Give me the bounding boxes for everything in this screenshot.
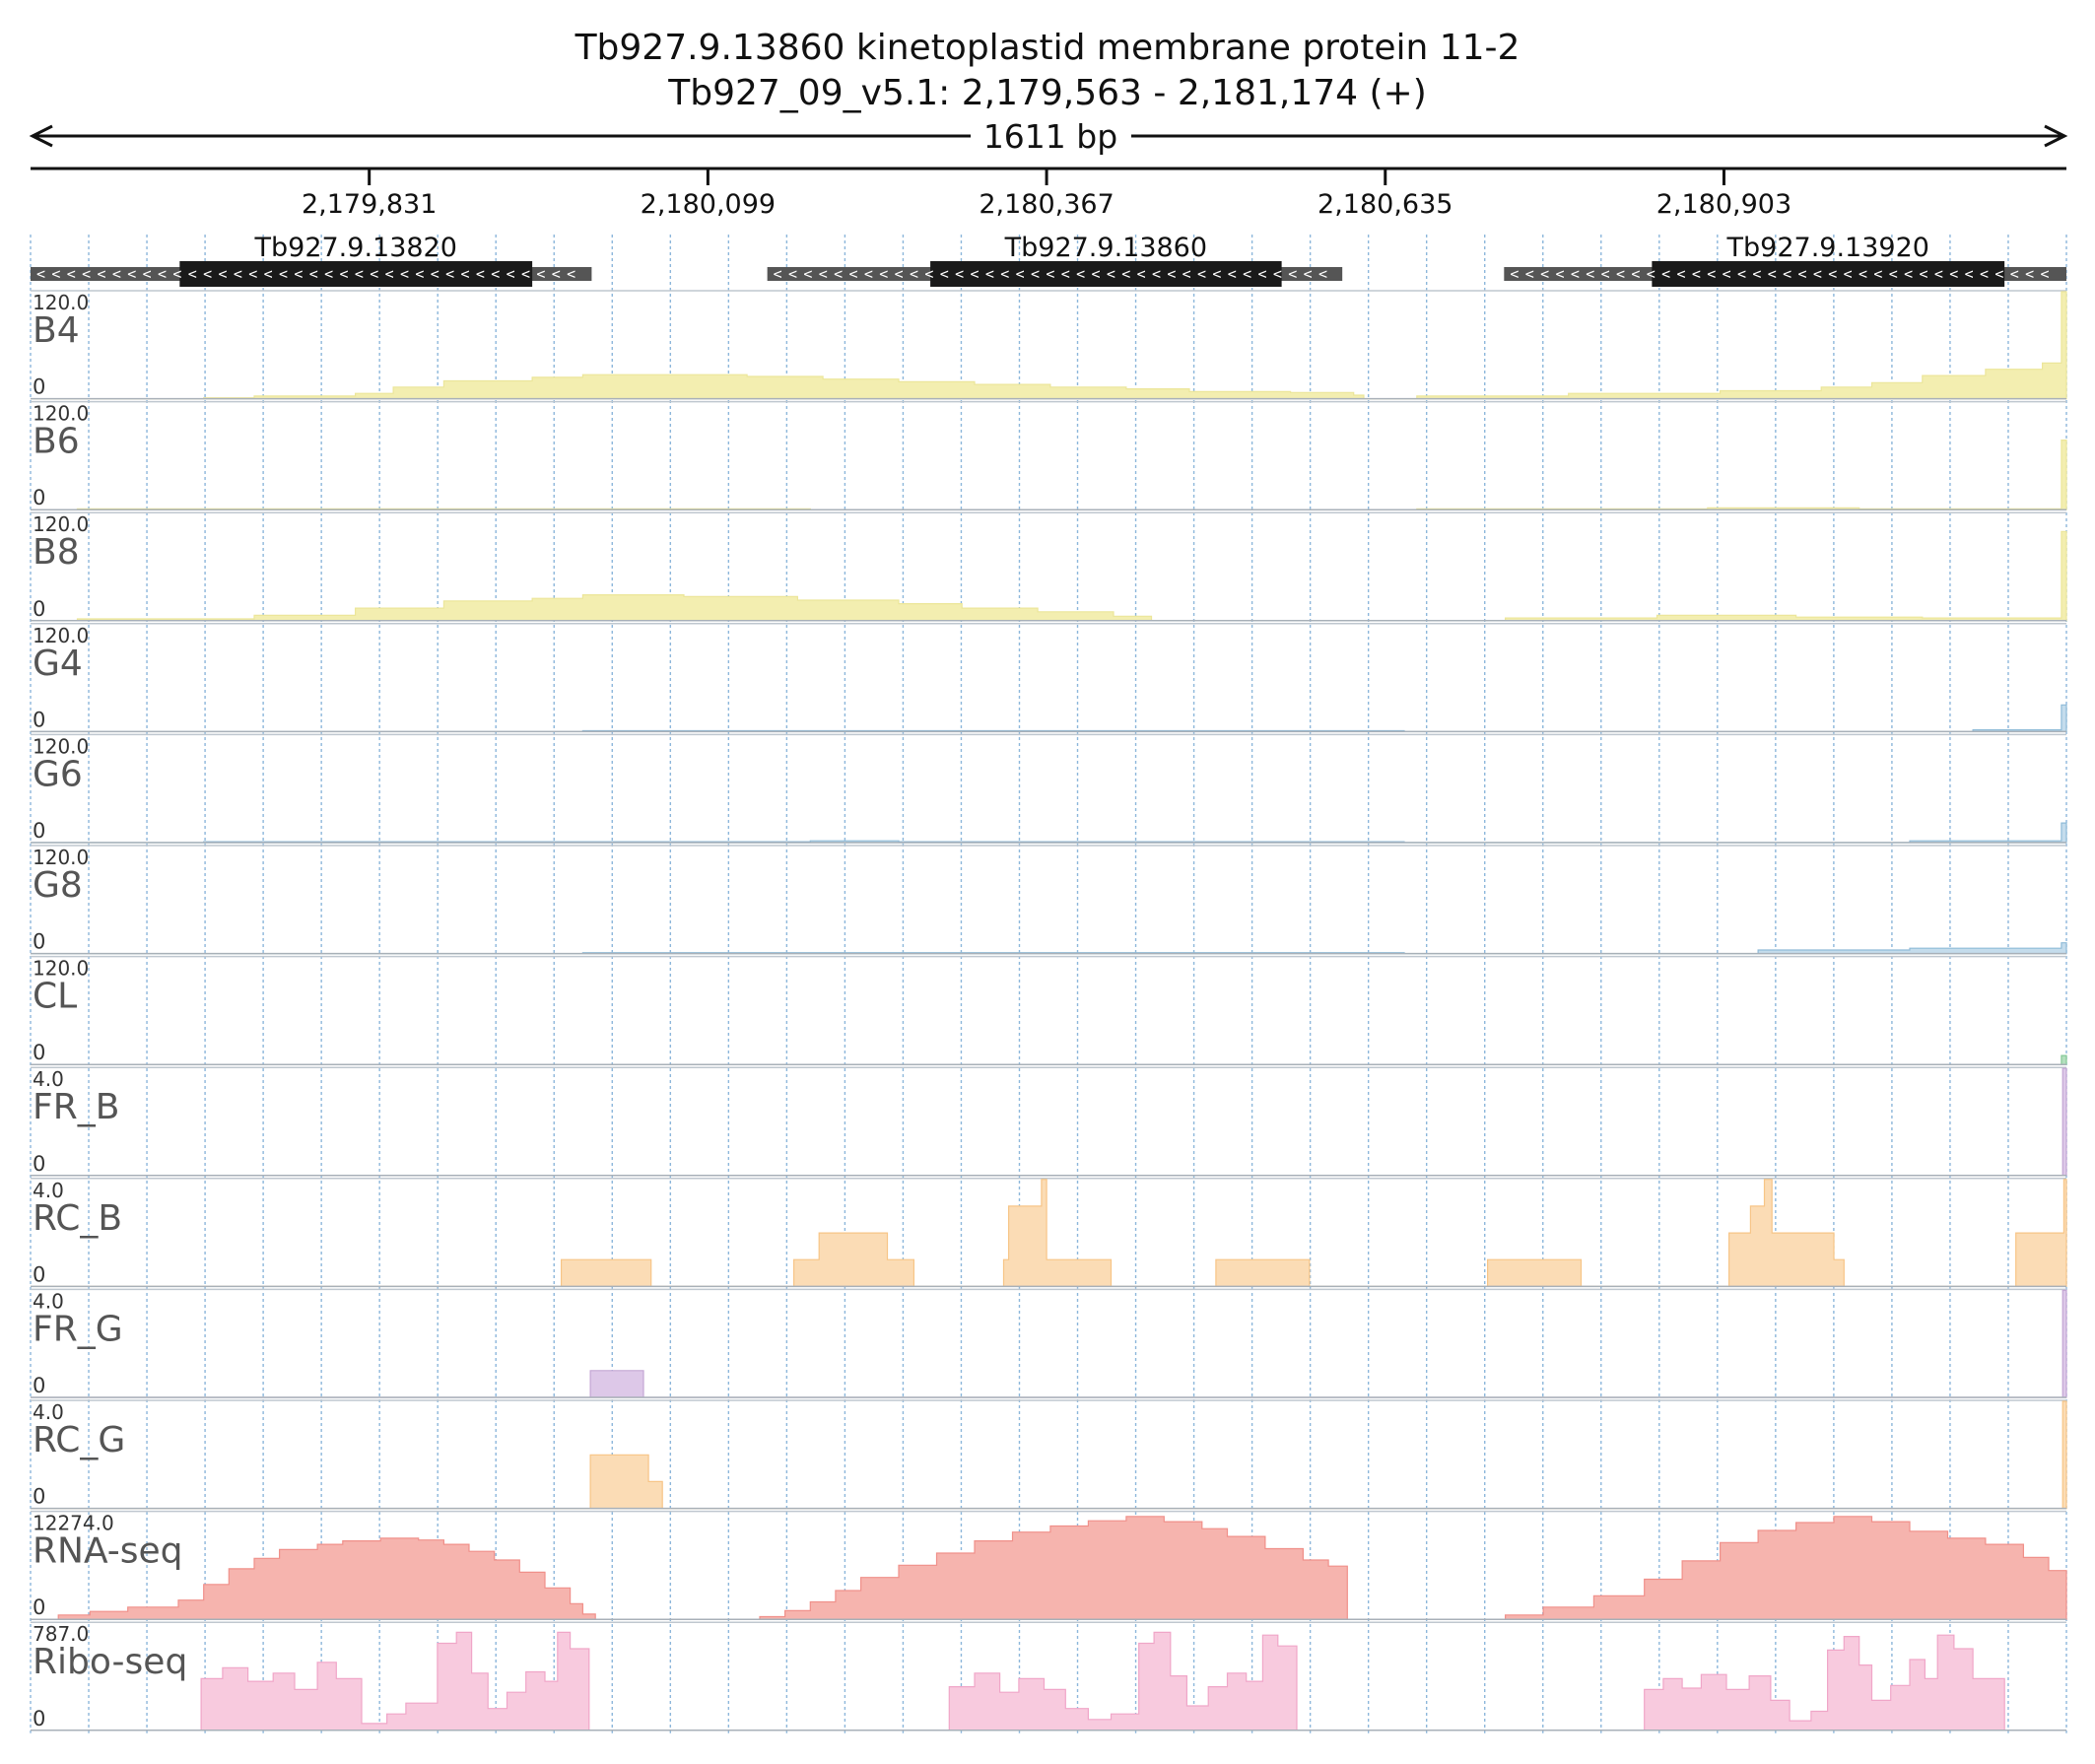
track-name-label: FR_B (33, 1087, 119, 1127)
track-name-label: G4 (33, 644, 83, 684)
track-coverage-area (31, 942, 2067, 955)
track-max-label: 4.0 (33, 1400, 64, 1424)
track-coverage-area (31, 1516, 2067, 1620)
track-max-label: 120.0 (33, 402, 89, 426)
coordinate-axis: 2,179,831 2,180,099 2,180,367 2,180,635 2,18… (31, 167, 2066, 220)
title-gene: Tb927.9.13860 kinetoplastid membrane pro… (574, 28, 1521, 68)
gene-Tb927.9.13820: <<<<<<<<<<<<<<<<<<<<<<<<<<<<<<<<<<<<Tb92… (31, 233, 592, 287)
span-ruler: 1611 bp (29, 117, 2068, 156)
axis-tick-label-2: 2,180,367 (979, 189, 1114, 220)
track-B6: 120.0B6 0 (31, 400, 2067, 510)
track-zero-label: 0 (33, 375, 45, 399)
title-locus: Tb927_09_v5.1: 2,179,563 - 2,181,174 (+) (667, 73, 1427, 113)
track-zero-label: 0 (33, 1595, 45, 1619)
track-name-label: B6 (33, 422, 80, 462)
track-coverage-area (31, 1631, 2066, 1731)
track-max-label: 120.0 (33, 957, 89, 981)
track-max-label: 120.0 (33, 512, 89, 536)
axis-tick-label-3: 2,180,635 (1318, 189, 1453, 220)
track-zero-label: 0 (33, 819, 45, 843)
track-B4: 120.0B4 0 (31, 290, 2067, 400)
track-zero-label: 0 (33, 1707, 45, 1730)
gene-cds-bar (179, 261, 533, 287)
track-name-label: RNA-seq (33, 1531, 183, 1572)
track-G6: 120.0G6 0 (31, 733, 2067, 844)
track-zero-label: 0 (33, 708, 45, 731)
track-max-label: 4.0 (33, 1067, 64, 1091)
span-arrow-right-icon (2044, 124, 2068, 148)
track-coverage-area (31, 530, 2067, 622)
gene-cds-bar (930, 261, 1282, 287)
track-name-label: B4 (33, 310, 80, 351)
track-zero-label: 0 (33, 1374, 45, 1397)
track-max-label: 787.0 (33, 1622, 89, 1646)
track-FR_B: 4.0FR_B 0 (31, 1066, 2067, 1177)
track-zero-label: 0 (33, 1152, 45, 1176)
track-name-label: RC_B (33, 1198, 122, 1239)
gene-track: <<<<<<<<<<<<<<<<<<<<<<<<<<<<<<<<<<<<Tb92… (31, 233, 2066, 287)
track-zero-label: 0 (33, 1041, 45, 1064)
grid-lines (30, 235, 2067, 1733)
track-max-label: 120.0 (33, 624, 89, 647)
track-zero-label: 0 (33, 1262, 45, 1286)
track-max-label: 120.0 (33, 734, 89, 758)
span-arrow-left-icon (29, 124, 53, 148)
track-max-label: 4.0 (33, 1289, 64, 1313)
track-B8: 120.0B8 0 (31, 511, 2067, 622)
track-coverage-area (31, 1179, 2067, 1287)
track-zero-label: 0 (33, 597, 45, 621)
track-name-label: RC_G (33, 1420, 125, 1460)
gene-Tb927.9.13920: <<<<<<<<<<<<<<<<<<<<<<<<<<<<<<<<<<<<Tb92… (1504, 233, 2066, 287)
track-coverage-area (31, 291, 2067, 400)
gene-label: Tb927.9.13860 (1004, 233, 1207, 263)
track-RC_B: 4.0RC_B 0 (31, 1178, 2067, 1288)
track-name-label: CL (33, 977, 77, 1017)
gene-Tb927.9.13860: <<<<<<<<<<<<<<<<<<<<<<<<<<<<<<<<<<<<< Tb9… (767, 233, 1343, 287)
span-length-label: 1611 bp (983, 117, 1117, 156)
track-name-label: B8 (33, 532, 80, 573)
gene-label: Tb927.9.13820 (254, 233, 457, 263)
track-zero-label: 0 (33, 486, 45, 509)
gene-cds-bar (1652, 261, 2005, 287)
axis-tick-label-4: 2,180,903 (1656, 189, 1791, 220)
track-max-label: 4.0 (33, 1179, 64, 1202)
track-name-label: G8 (33, 865, 83, 906)
track-name-label: G6 (33, 754, 83, 794)
coverage-tracks: 120.0B40120.0B60120.0B80120.0G40120.0G60… (31, 290, 2067, 1731)
track-zero-label: 0 (33, 930, 45, 954)
track-coverage-area (31, 440, 2067, 510)
track-name-label: Ribo-seq (33, 1642, 187, 1682)
axis-tick-label-0: 2,179,831 (302, 189, 437, 220)
track-max-label: 120.0 (33, 291, 89, 314)
gene-label: Tb927.9.13920 (1726, 233, 1929, 263)
track-CL: 120.0CL 0 (31, 955, 2067, 1065)
track-G4: 120.0G4 0 (31, 623, 2067, 733)
track-max-label: 120.0 (33, 846, 89, 869)
track-RC_G: 4.0RC_G 0 (31, 1399, 2067, 1510)
track-FR_G: 4.0FR_G 0 (31, 1288, 2067, 1398)
track-name-label: FR_G (33, 1309, 123, 1349)
track-max-label: 12274.0 (33, 1512, 114, 1535)
gene-strand-chevrons: <<<<<<<<<<<<<<<<<<<<<<<<<<<<<<<<<<<<< (774, 265, 1327, 283)
track-G8: 120.0G8 0 (31, 845, 2067, 955)
axis-tick-label-1: 2,180,099 (641, 189, 776, 220)
track-coverage-area (31, 1400, 2067, 1510)
track-zero-label: 0 (33, 1485, 45, 1509)
